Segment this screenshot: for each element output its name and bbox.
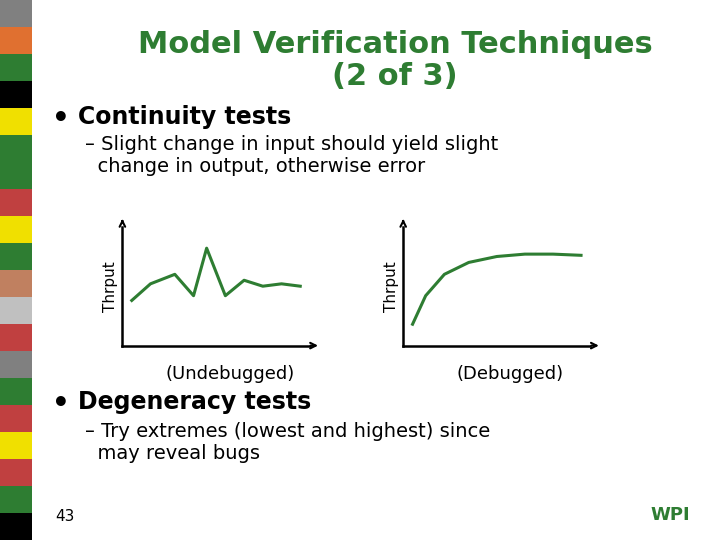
Bar [0, 513, 32, 540]
Bar [0, 378, 32, 405]
Bar [0, 297, 32, 324]
Bar [0, 54, 32, 81]
Bar [0, 216, 32, 243]
Text: •: • [52, 390, 70, 418]
Text: may reveal bugs: may reveal bugs [85, 444, 260, 463]
Text: change in output, otherwise error: change in output, otherwise error [85, 157, 426, 176]
Text: – Try extremes (lowest and highest) since: – Try extremes (lowest and highest) sinc… [85, 422, 490, 441]
Text: 43: 43 [55, 509, 74, 524]
Bar [0, 270, 32, 297]
Text: – Slight change in input should yield slight: – Slight change in input should yield sl… [85, 135, 498, 154]
Bar [0, 162, 32, 189]
Text: Model Verification Techniques: Model Verification Techniques [138, 30, 652, 59]
Y-axis label: Thrput: Thrput [384, 261, 399, 312]
Bar [0, 324, 32, 351]
Bar [0, 405, 32, 432]
Bar [0, 189, 32, 216]
Text: Degeneracy tests: Degeneracy tests [78, 390, 311, 414]
Bar [0, 0, 32, 27]
Text: (2 of 3): (2 of 3) [332, 62, 458, 91]
Bar [0, 432, 32, 459]
Bar [0, 27, 32, 54]
Text: (Undebugged): (Undebugged) [166, 365, 294, 383]
Text: WPI: WPI [650, 506, 690, 524]
Bar [0, 486, 32, 513]
Y-axis label: Thrput: Thrput [103, 261, 118, 312]
Bar [0, 81, 32, 108]
Bar [0, 135, 32, 162]
Bar [0, 108, 32, 135]
Bar [0, 243, 32, 270]
Bar [0, 459, 32, 486]
Text: •: • [52, 105, 70, 133]
Bar [0, 351, 32, 378]
Text: (Debugged): (Debugged) [456, 365, 564, 383]
Text: Continuity tests: Continuity tests [78, 105, 292, 129]
